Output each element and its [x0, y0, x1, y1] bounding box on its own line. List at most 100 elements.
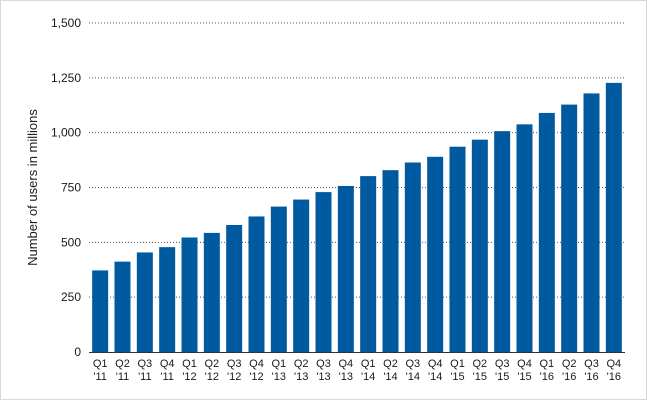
bar — [136, 252, 153, 352]
x-tick-label: Q1'15 — [450, 358, 465, 383]
x-tick-label: Q4'12 — [249, 358, 264, 383]
y-tick-label: 750 — [61, 181, 81, 195]
bar — [159, 247, 176, 352]
bar — [270, 206, 287, 352]
x-tick-label: Q4'15 — [517, 358, 532, 383]
x-tick-quarter: Q1 — [361, 358, 376, 370]
x-tick-year: '12 — [227, 371, 241, 383]
x-tick-label: Q3'15 — [495, 358, 510, 383]
x-tick-year: '11 — [116, 371, 130, 383]
x-tick-quarter: Q3 — [495, 358, 510, 370]
x-tick-quarter: Q1 — [93, 358, 108, 370]
bar — [427, 156, 444, 352]
x-tick-quarter: Q3 — [405, 358, 420, 370]
x-tick-year: '14 — [406, 371, 420, 383]
x-tick-year: '12 — [182, 371, 196, 383]
y-tick-label: 1,500 — [51, 16, 81, 30]
y-tick-label: 1,000 — [51, 126, 81, 140]
x-tick-quarter: Q4 — [606, 358, 621, 370]
x-tick-quarter: Q1 — [271, 358, 286, 370]
x-tick-year: '11 — [93, 371, 107, 383]
x-tick-label: Q4'11 — [160, 358, 175, 383]
bar — [293, 199, 310, 352]
x-tick-label: Q3'16 — [584, 358, 599, 383]
y-tick-label: 500 — [61, 235, 81, 249]
x-tick-quarter: Q4 — [338, 358, 353, 370]
x-tick-label: Q3'13 — [316, 358, 331, 383]
x-tick-quarter: Q2 — [204, 358, 219, 370]
x-tick-year: '14 — [428, 371, 442, 383]
y-tick-label: 0 — [74, 345, 81, 359]
x-tick-quarter: Q2 — [294, 358, 309, 370]
x-tick-label: Q3'11 — [137, 358, 152, 383]
x-tick-label: Q1'12 — [182, 358, 197, 383]
x-tick-quarter: Q3 — [584, 358, 599, 370]
x-tick-year: '15 — [495, 371, 509, 383]
x-tick-label: Q4'13 — [338, 358, 353, 383]
x-tick-quarter: Q1 — [450, 358, 465, 370]
x-tick-label: Q2'15 — [472, 358, 487, 383]
bar — [494, 131, 511, 352]
x-tick-label: Q1'16 — [539, 358, 554, 383]
x-tick-quarter: Q4 — [249, 358, 264, 370]
x-tick-label: Q1'11 — [93, 358, 108, 383]
x-tick-year: '13 — [294, 371, 308, 383]
x-tick-label: Q3'14 — [405, 358, 420, 383]
x-tick-quarter: Q3 — [227, 358, 242, 370]
bar — [404, 162, 421, 352]
x-axis-ticks: Q1'11Q2'11Q3'11Q4'11Q1'12Q2'12Q3'12Q4'12… — [93, 358, 621, 383]
x-tick-year: '13 — [316, 371, 330, 383]
x-tick-label: Q2'12 — [204, 358, 219, 383]
y-axis-title: Number of users in millions — [25, 109, 40, 266]
x-tick-quarter: Q4 — [517, 358, 532, 370]
x-tick-year: '14 — [383, 371, 397, 383]
bar — [226, 225, 243, 352]
x-tick-label: Q3'12 — [227, 358, 242, 383]
x-tick-quarter: Q2 — [383, 358, 398, 370]
x-tick-year: '15 — [450, 371, 464, 383]
y-axis-ticks: 0 250 500 750 1,000 1,250 1,500 — [51, 16, 81, 359]
x-tick-year: '16 — [562, 371, 576, 383]
x-tick-year: '16 — [540, 371, 554, 383]
x-tick-label: Q2'11 — [115, 358, 130, 383]
gridlines — [89, 22, 625, 298]
bar — [382, 170, 399, 352]
x-tick-year: '15 — [473, 371, 487, 383]
bar — [203, 232, 220, 352]
x-tick-year: '12 — [249, 371, 263, 383]
x-tick-year: '14 — [361, 371, 375, 383]
x-tick-quarter: Q2 — [562, 358, 577, 370]
bar — [360, 176, 377, 352]
bar — [516, 124, 533, 352]
x-tick-quarter: Q4 — [160, 358, 175, 370]
bar — [561, 104, 578, 352]
x-tick-quarter: Q2 — [472, 358, 487, 370]
x-tick-label: Q2'13 — [294, 358, 309, 383]
x-tick-quarter: Q4 — [428, 358, 443, 370]
x-tick-quarter: Q1 — [182, 358, 197, 370]
x-tick-quarter: Q3 — [137, 358, 152, 370]
x-tick-quarter: Q3 — [316, 358, 331, 370]
bar — [248, 216, 265, 352]
x-tick-year: '15 — [517, 371, 531, 383]
x-tick-year: '16 — [607, 371, 621, 383]
bar — [449, 146, 466, 352]
bar — [337, 185, 354, 352]
x-tick-label: Q1'13 — [271, 358, 286, 383]
bar — [181, 237, 198, 352]
y-tick-label: 1,250 — [51, 71, 81, 85]
x-tick-year: '16 — [584, 371, 598, 383]
x-tick-label: Q2'14 — [383, 358, 398, 383]
bar — [315, 192, 332, 352]
x-tick-label: Q4'16 — [606, 358, 621, 383]
bar — [92, 270, 109, 352]
x-tick-year: '13 — [339, 371, 353, 383]
x-tick-label: Q4'14 — [428, 358, 443, 383]
bar — [114, 261, 131, 352]
x-tick-year: '11 — [138, 371, 152, 383]
bar — [538, 112, 555, 352]
y-tick-label: 250 — [61, 290, 81, 304]
x-tick-year: '11 — [160, 371, 174, 383]
